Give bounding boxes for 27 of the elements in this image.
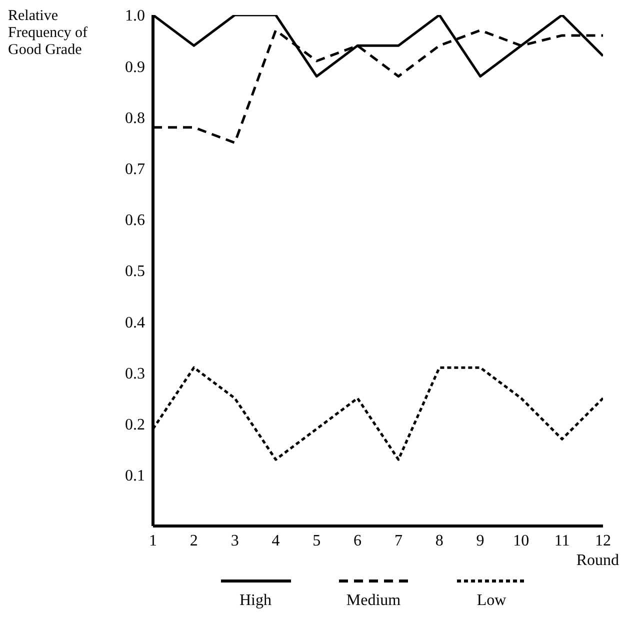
y-axis-title: Relative Frequency of Good Grade [8, 8, 88, 59]
x-tick-label: 1 [149, 532, 157, 550]
legend-label: Low [476, 592, 506, 610]
y-tick-label: 0.8 [125, 110, 145, 127]
y-tick-label: 0.5 [125, 263, 145, 280]
y-tick-label: 0.7 [125, 160, 145, 178]
y-tick-label: 0.2 [125, 416, 145, 434]
x-tick-label: 7 [394, 532, 402, 550]
y-tick-label: 0.9 [125, 58, 145, 76]
x-tick-label: 11 [554, 532, 570, 550]
legend-label: High [240, 592, 272, 610]
y-tick-label: 0.6 [125, 212, 145, 230]
x-tick-label: 3 [230, 532, 239, 550]
x-tick-label: 9 [476, 532, 484, 550]
y-tick-label: 1.0 [125, 8, 145, 25]
y-tick-label: 0.1 [125, 468, 145, 485]
y-tick-label: 0.3 [125, 365, 145, 382]
y-tick-label: 0.4 [125, 314, 145, 332]
x-tick-label: 2 [190, 532, 198, 550]
x-tick-label: 5 [312, 532, 321, 550]
x-tick-label: 6 [354, 532, 362, 550]
x-tick-label: 8 [435, 532, 444, 550]
legend-label: Medium [346, 592, 401, 610]
x-axis-title: Round [575, 552, 619, 570]
x-tick-label: 4 [272, 532, 280, 550]
x-tick-label: 12 [595, 532, 611, 550]
x-tick-label: 10 [513, 532, 530, 550]
